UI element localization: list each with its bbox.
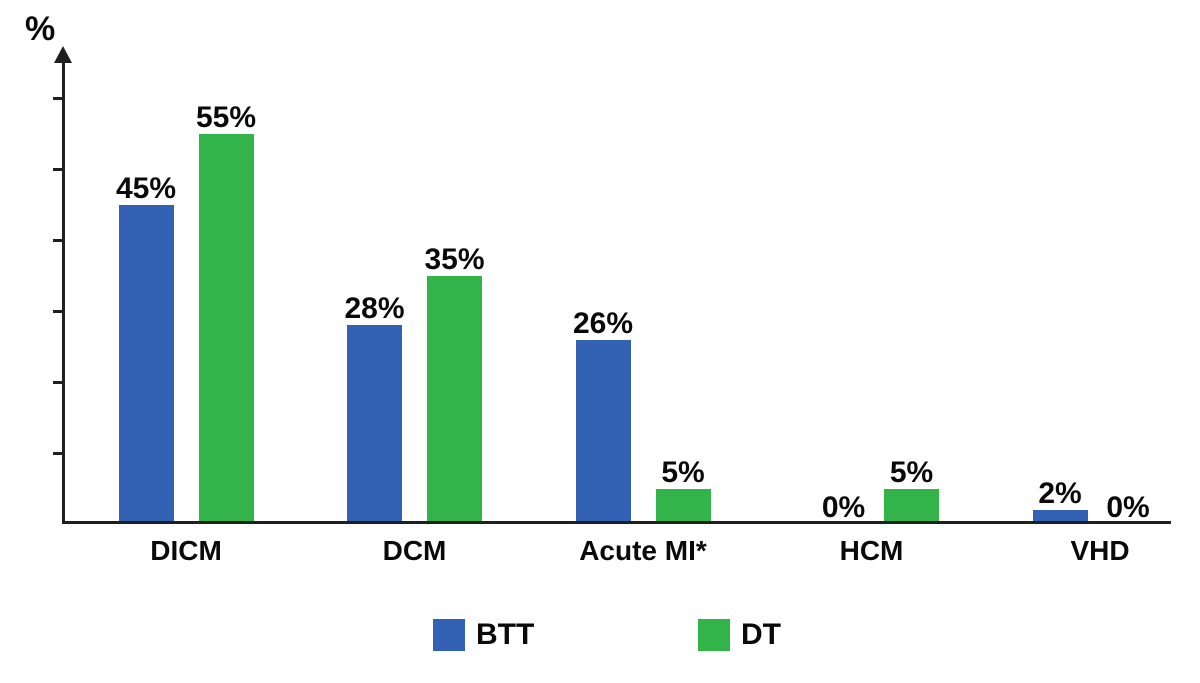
- category-label: DICM: [150, 535, 222, 566]
- bar-dt-hcm: [884, 488, 939, 524]
- bar-btt-vhd: [1032, 509, 1088, 524]
- legend-label: BTT: [476, 618, 535, 651]
- value-label: 55%: [195, 101, 257, 135]
- legend-label: DT: [741, 618, 781, 651]
- legend-swatch-dt-icon: [698, 619, 730, 651]
- legend-item-dt: DT: [698, 618, 781, 652]
- y-axis-tick: [53, 97, 64, 101]
- y-axis-label: %: [25, 10, 56, 48]
- value-label: 28%: [344, 292, 405, 326]
- y-axis-line: [62, 58, 65, 524]
- y-axis-tick: [53, 451, 64, 455]
- bar-dt-dcm: [427, 275, 482, 524]
- category-label: DCM: [382, 535, 447, 566]
- y-axis-tick: [53, 380, 64, 384]
- value-label: 0%: [821, 491, 866, 524]
- value-label: 5%: [889, 455, 934, 489]
- y-axis-tick: [53, 309, 64, 313]
- category-label: VHD: [1070, 535, 1130, 566]
- value-label: 0%: [1106, 491, 1150, 524]
- bar-dt-dicm: [198, 134, 254, 524]
- x-axis-line: [62, 521, 1171, 524]
- bar-btt-dcm: [347, 325, 402, 524]
- legend-swatch-btt-icon: [433, 619, 465, 651]
- bar-btt-acute-mi-: [575, 339, 631, 524]
- legend-item-btt: BTT: [433, 618, 534, 652]
- value-label: 35%: [424, 242, 485, 276]
- value-label: 5%: [661, 455, 705, 489]
- category-label: HCM: [839, 535, 904, 566]
- category-label: Acute MI*: [579, 535, 707, 566]
- bar-dt-acute-mi-: [655, 488, 711, 524]
- value-label: 2%: [1038, 476, 1082, 510]
- value-label: 45%: [115, 171, 177, 205]
- bar-btt-dicm: [118, 204, 174, 524]
- value-label: 26%: [572, 306, 634, 340]
- y-axis-arrowhead-icon: [54, 46, 72, 63]
- y-axis-tick: [53, 168, 64, 171]
- y-axis-tick: [53, 238, 64, 242]
